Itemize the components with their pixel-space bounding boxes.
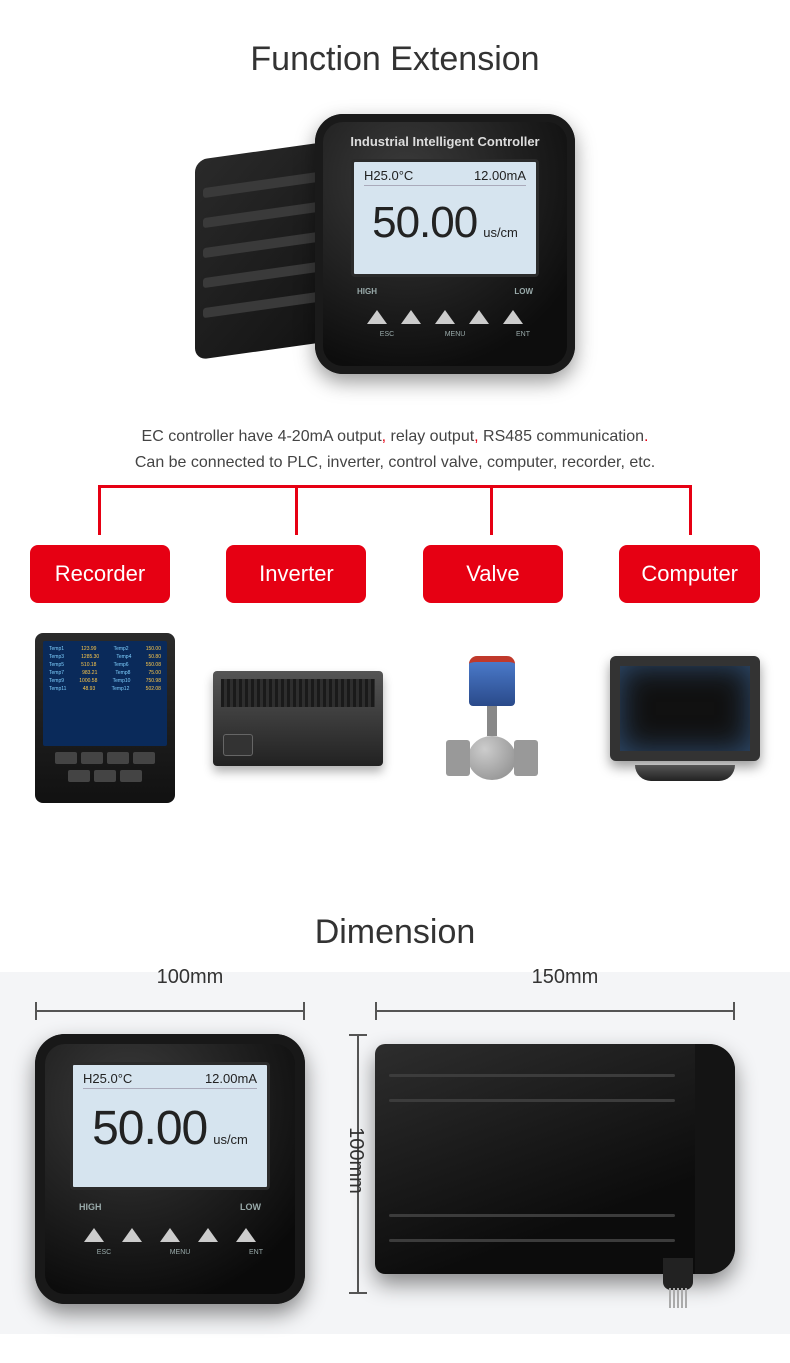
right-button[interactable]	[469, 310, 489, 324]
dim-depth: 150mm	[532, 966, 599, 989]
connected-devices-row: Temp1123.99Temp2150.00 Temp31285.30Temp4…	[0, 603, 790, 873]
ent-button-2[interactable]: ENT	[236, 1228, 256, 1242]
lcd-temp: H25.0°C	[364, 168, 413, 183]
right-button-2[interactable]	[198, 1228, 218, 1242]
lcd-current: 12.00mA	[474, 168, 526, 183]
description-text: EC controller have 4-20mA output, relay …	[0, 424, 790, 475]
connector-lines	[50, 485, 740, 545]
esc-button-2[interactable]: ESC	[84, 1228, 104, 1242]
lcd-screen: H25.0°C 12.00mA 50.00 us/cm	[351, 159, 539, 277]
device-side-view	[375, 1044, 735, 1274]
lcd-unit: us/cm	[483, 225, 518, 240]
label-recorder: Recorder	[30, 545, 170, 603]
esc-button[interactable]: ESC	[367, 310, 387, 324]
left-button-2[interactable]	[122, 1228, 142, 1242]
dim-width-front: 100mm	[157, 966, 224, 989]
valve-device	[407, 633, 577, 803]
section-title-dimension: Dimension	[0, 913, 790, 952]
monitor-device	[600, 633, 770, 803]
section-title-function: Function Extension	[0, 40, 790, 79]
recorder-device: Temp1123.99Temp2150.00 Temp31285.30Temp4…	[20, 633, 190, 803]
plc-device	[213, 633, 383, 803]
label-inverter: Inverter	[226, 545, 366, 603]
dim-height-front: 100mm	[344, 1127, 367, 1194]
ent-button[interactable]: ENT	[503, 310, 523, 324]
label-valve: Valve	[423, 545, 563, 603]
hero-device: Industrial Intelligent Controller H25.0°…	[0, 99, 790, 399]
menu-button[interactable]: MENU	[435, 310, 455, 324]
indicator-high: HIGH	[357, 287, 377, 296]
lcd-value: 50.00	[372, 198, 477, 248]
left-button[interactable]	[401, 310, 421, 324]
indicator-low: LOW	[514, 287, 533, 296]
dimension-panel: 100mm 100mm H25.0°C 12.00mA 50.00 us/cm …	[0, 972, 790, 1334]
label-computer: Computer	[619, 545, 760, 603]
menu-button-2[interactable]: MENU	[160, 1228, 180, 1242]
connection-labels: Recorder Inverter Valve Computer	[0, 545, 790, 603]
device-front-view: H25.0°C 12.00mA 50.00 us/cm HIGH LOW ESC…	[35, 1034, 305, 1304]
device-brand: Industrial Intelligent Controller	[315, 114, 575, 149]
